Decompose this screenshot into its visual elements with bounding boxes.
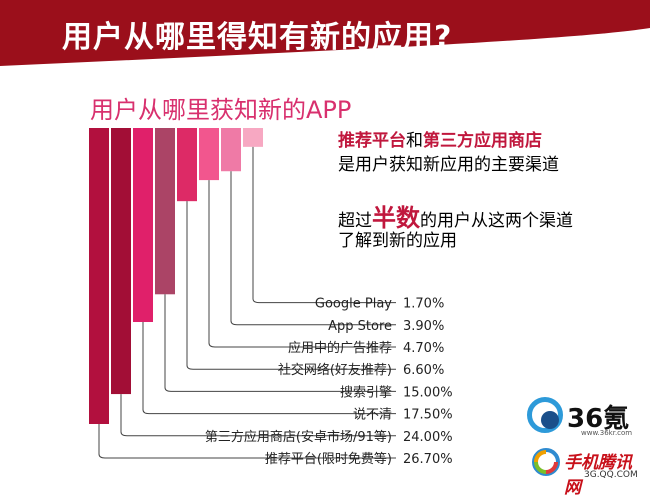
category-label-2: 第三方应用商店(安卓市场/91等) (205, 429, 392, 445)
page-title: 用户从哪里得知有新的应用? (62, 20, 453, 55)
labels-group: 推荐平台(限时免费等) 26.70% 第三方应用商店(安卓市场/91等) 24.00%… (205, 297, 453, 467)
connectors-group (98, 146, 396, 459)
highlight-recommend-platform: 推荐平台 (338, 131, 406, 151)
bar-7 (221, 128, 241, 172)
header-background (0, 0, 650, 66)
highlight-half: 半数 (372, 204, 420, 232)
value-label-4: 15.00% (403, 385, 453, 400)
value-label-8: 1.70% (403, 297, 444, 312)
logo-qq: 手机腾讯网 3G.QQ.COM (532, 446, 647, 498)
category-label-4: 搜索引擎 (340, 385, 392, 400)
side-text-line1: 推荐平台和第三方应用商店 (338, 126, 542, 151)
connector-8 (252, 146, 396, 304)
bar-3 (133, 128, 153, 323)
logo-qq-url: 3G.QQ.COM (584, 470, 638, 480)
value-label-2: 24.00% (403, 430, 453, 445)
bar-5 (177, 128, 197, 202)
header-shape (0, 0, 650, 66)
value-label-5: 6.60% (403, 363, 444, 378)
value-label-3: 17.50% (403, 408, 453, 423)
category-label-3: 说不清 (353, 408, 392, 423)
side-text-users: 的用户从这两个渠道 (420, 211, 573, 231)
bar-4 (155, 128, 175, 295)
category-label-7: App Store (328, 319, 392, 334)
chart-title: 用户从哪里获知新的APP (90, 96, 351, 124)
bar-6 (199, 128, 219, 181)
value-label-1: 26.70% (403, 452, 453, 467)
category-label-8: Google Play (315, 297, 392, 312)
bar-1 (89, 128, 109, 424)
value-label-6: 4.70% (403, 341, 444, 356)
side-text-exceed: 超过 (338, 211, 372, 231)
category-label-6: 应用中的广告推荐 (288, 340, 392, 356)
logo-36kr: 36氪 www.36kr.com (527, 397, 637, 437)
logo-36kr-ring-icon (527, 397, 563, 433)
logo-36kr-text: 36氪 (567, 404, 630, 434)
header-banner: 用户从哪里得知有新的应用? (0, 0, 650, 68)
connector-5 (186, 201, 396, 370)
category-label-5: 社交网络(好友推荐) (278, 362, 392, 378)
logo-36kr-url: www.36kr.com (581, 429, 633, 437)
bar-8 (243, 128, 263, 147)
side-text-line2: 是用户获知新应用的主要渠道 (338, 155, 559, 175)
side-text-line3: 超过半数的用户从这两个渠道 (338, 198, 573, 233)
value-label-7: 3.90% (403, 319, 444, 334)
connector-7 (230, 171, 396, 326)
highlight-third-party-store: 第三方应用商店 (423, 131, 542, 151)
connector-1 (98, 424, 396, 459)
category-label-1: 推荐平台(限时免费等) (265, 451, 392, 467)
side-text-and: 和 (406, 131, 423, 151)
connector-6 (208, 180, 396, 348)
connector-3 (142, 322, 396, 415)
bar-2 (111, 128, 131, 395)
side-text-line4: 了解到新的应用 (338, 231, 457, 251)
qq-globe-icon (532, 448, 560, 476)
connector-2 (120, 394, 396, 437)
bars-group (89, 128, 263, 424)
connector-4 (164, 294, 396, 392)
